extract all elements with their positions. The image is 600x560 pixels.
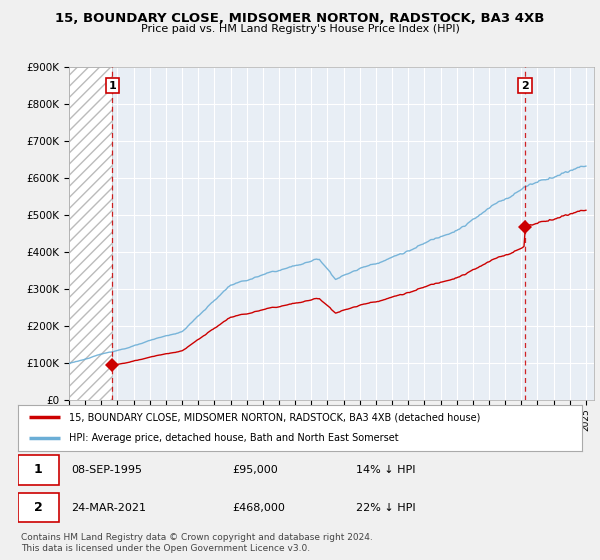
- Text: 2: 2: [521, 81, 529, 91]
- FancyBboxPatch shape: [18, 456, 582, 488]
- Text: 1: 1: [34, 463, 43, 477]
- Text: £468,000: £468,000: [232, 503, 285, 512]
- FancyBboxPatch shape: [18, 493, 59, 522]
- Text: 08-SEP-1995: 08-SEP-1995: [71, 465, 143, 475]
- FancyBboxPatch shape: [18, 494, 582, 525]
- Text: 2: 2: [34, 501, 43, 514]
- Text: 15, BOUNDARY CLOSE, MIDSOMER NORTON, RADSTOCK, BA3 4XB: 15, BOUNDARY CLOSE, MIDSOMER NORTON, RAD…: [55, 12, 545, 25]
- Text: HPI: Average price, detached house, Bath and North East Somerset: HPI: Average price, detached house, Bath…: [69, 433, 398, 444]
- Text: 24-MAR-2021: 24-MAR-2021: [71, 503, 146, 512]
- Text: Contains HM Land Registry data © Crown copyright and database right 2024.
This d: Contains HM Land Registry data © Crown c…: [21, 533, 373, 553]
- Text: 15, BOUNDARY CLOSE, MIDSOMER NORTON, RADSTOCK, BA3 4XB (detached house): 15, BOUNDARY CLOSE, MIDSOMER NORTON, RAD…: [69, 412, 480, 422]
- Text: £95,000: £95,000: [232, 465, 278, 475]
- Text: 14% ↓ HPI: 14% ↓ HPI: [356, 465, 416, 475]
- Bar: [69, 67, 112, 400]
- FancyBboxPatch shape: [18, 455, 59, 484]
- Text: 22% ↓ HPI: 22% ↓ HPI: [356, 503, 416, 512]
- Text: 1: 1: [109, 81, 116, 91]
- Text: Price paid vs. HM Land Registry's House Price Index (HPI): Price paid vs. HM Land Registry's House …: [140, 24, 460, 34]
